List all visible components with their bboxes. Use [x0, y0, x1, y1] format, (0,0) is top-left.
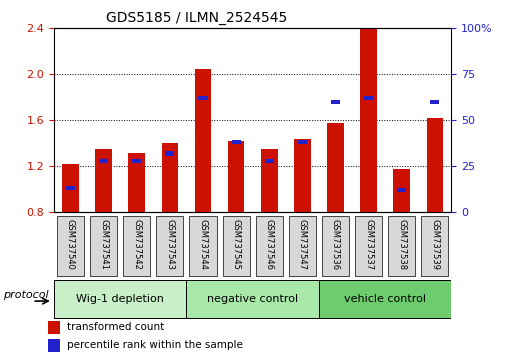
FancyBboxPatch shape: [255, 216, 283, 276]
Text: negative control: negative control: [207, 294, 298, 304]
Bar: [360, 28, 377, 212]
FancyBboxPatch shape: [54, 280, 186, 318]
FancyBboxPatch shape: [189, 216, 216, 276]
Bar: [48, 339, 61, 352]
FancyBboxPatch shape: [322, 216, 349, 276]
Text: GSM737547: GSM737547: [298, 219, 307, 270]
Text: GSM737545: GSM737545: [231, 219, 241, 270]
FancyBboxPatch shape: [355, 216, 382, 276]
Bar: [261, 149, 278, 212]
Bar: [393, 169, 410, 212]
Bar: [162, 143, 178, 212]
Bar: [265, 159, 274, 163]
Bar: [397, 188, 406, 192]
Bar: [194, 69, 211, 212]
Text: GSM737538: GSM737538: [397, 219, 406, 270]
Text: GSM737542: GSM737542: [132, 219, 141, 270]
Text: GSM737544: GSM737544: [199, 219, 207, 270]
Bar: [128, 153, 145, 212]
Text: GSM737540: GSM737540: [66, 219, 75, 270]
FancyBboxPatch shape: [90, 216, 117, 276]
Bar: [327, 123, 344, 212]
Text: GSM737543: GSM737543: [165, 219, 174, 270]
FancyBboxPatch shape: [421, 216, 448, 276]
FancyBboxPatch shape: [388, 216, 416, 276]
Bar: [66, 187, 75, 190]
Bar: [298, 141, 307, 144]
Text: GSM737546: GSM737546: [265, 219, 274, 270]
Text: GSM737539: GSM737539: [430, 219, 439, 270]
Bar: [132, 159, 141, 163]
Bar: [231, 141, 241, 144]
FancyBboxPatch shape: [289, 216, 316, 276]
FancyBboxPatch shape: [57, 216, 84, 276]
Bar: [99, 159, 108, 163]
Text: vehicle control: vehicle control: [344, 294, 426, 304]
FancyBboxPatch shape: [123, 216, 150, 276]
Text: GDS5185 / ILMN_2524545: GDS5185 / ILMN_2524545: [106, 11, 287, 24]
Bar: [199, 96, 208, 100]
Text: GSM737541: GSM737541: [99, 219, 108, 270]
Bar: [427, 118, 443, 212]
Text: GSM737536: GSM737536: [331, 219, 340, 270]
Bar: [228, 141, 244, 212]
Text: transformed count: transformed count: [67, 322, 164, 332]
Bar: [331, 100, 340, 104]
Bar: [95, 149, 112, 212]
Text: GSM737537: GSM737537: [364, 219, 373, 270]
FancyBboxPatch shape: [319, 280, 451, 318]
Bar: [294, 139, 311, 212]
Text: protocol: protocol: [3, 290, 48, 300]
Bar: [62, 164, 78, 212]
Text: percentile rank within the sample: percentile rank within the sample: [67, 340, 243, 350]
FancyBboxPatch shape: [156, 216, 184, 276]
Text: Wig-1 depletion: Wig-1 depletion: [76, 294, 164, 304]
Bar: [364, 96, 373, 100]
FancyBboxPatch shape: [223, 216, 250, 276]
Bar: [165, 152, 174, 155]
Bar: [430, 100, 440, 104]
FancyBboxPatch shape: [186, 280, 319, 318]
Bar: [48, 321, 61, 334]
